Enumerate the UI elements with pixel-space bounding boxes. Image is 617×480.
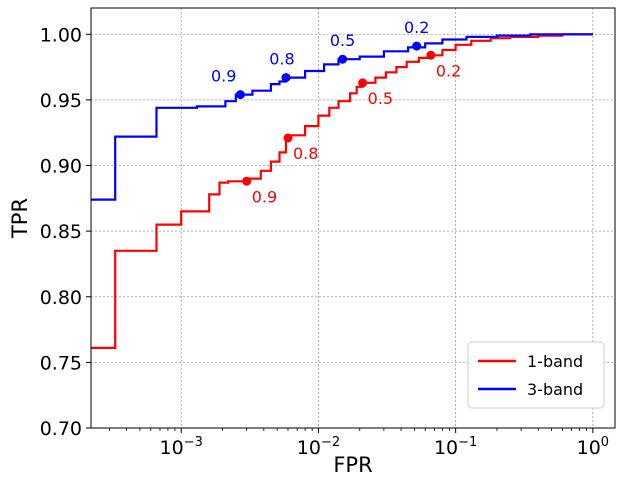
y-tick-label: 0.80 xyxy=(40,287,82,309)
series-layer xyxy=(91,33,593,349)
tick-layer: 0.70 0.75 0.80 0.85 0.90 0.95 1.00 10−3 10−2 10−1… xyxy=(40,24,609,459)
y-axis-label: TPR xyxy=(8,198,32,239)
threshold-marker xyxy=(426,50,436,60)
plot-frame xyxy=(90,7,616,429)
legend-label-1band: 1-band xyxy=(527,352,583,371)
legend: 1-band 3-band xyxy=(467,341,605,409)
threshold-marker xyxy=(358,78,368,88)
threshold-label: 0.8 xyxy=(293,144,318,163)
threshold-marker xyxy=(338,54,348,64)
threshold-label: 0.9 xyxy=(211,67,236,86)
threshold-marker xyxy=(412,41,422,51)
y-tick-label: 0.75 xyxy=(40,352,82,374)
x-tick-label: 10−2 xyxy=(297,435,340,459)
y-tick-label: 1.00 xyxy=(40,24,82,46)
threshold-label: 0.2 xyxy=(404,18,429,37)
threshold-label: 0.8 xyxy=(269,50,294,69)
threshold-label: 0.2 xyxy=(436,61,461,80)
y-tick-label: 0.85 xyxy=(40,221,82,243)
x-tick-label: 10−1 xyxy=(434,435,477,459)
x-tick-label: 100 xyxy=(577,435,609,459)
threshold-marker xyxy=(235,90,245,100)
legend-label-3band: 3-band xyxy=(527,380,583,399)
threshold-label: 0.5 xyxy=(368,89,393,108)
threshold-label: 0.5 xyxy=(330,31,355,50)
series-line-3-band xyxy=(91,33,593,201)
marker-layer: 0.9 0.8 0.5 0.2 0.9 0.8 0.5 0.2 xyxy=(211,18,461,206)
x-tick-label: 10−3 xyxy=(160,435,203,459)
x-axis-label: FPR xyxy=(333,453,372,477)
series-line-1-band xyxy=(91,33,593,349)
threshold-marker xyxy=(281,73,291,83)
y-tick-label: 0.95 xyxy=(40,90,82,112)
y-tick-label: 0.70 xyxy=(40,418,82,440)
threshold-marker xyxy=(242,176,252,186)
threshold-label: 0.9 xyxy=(252,187,277,206)
threshold-marker xyxy=(283,133,293,143)
y-tick-label: 0.90 xyxy=(40,156,82,178)
legend-box xyxy=(467,341,605,409)
